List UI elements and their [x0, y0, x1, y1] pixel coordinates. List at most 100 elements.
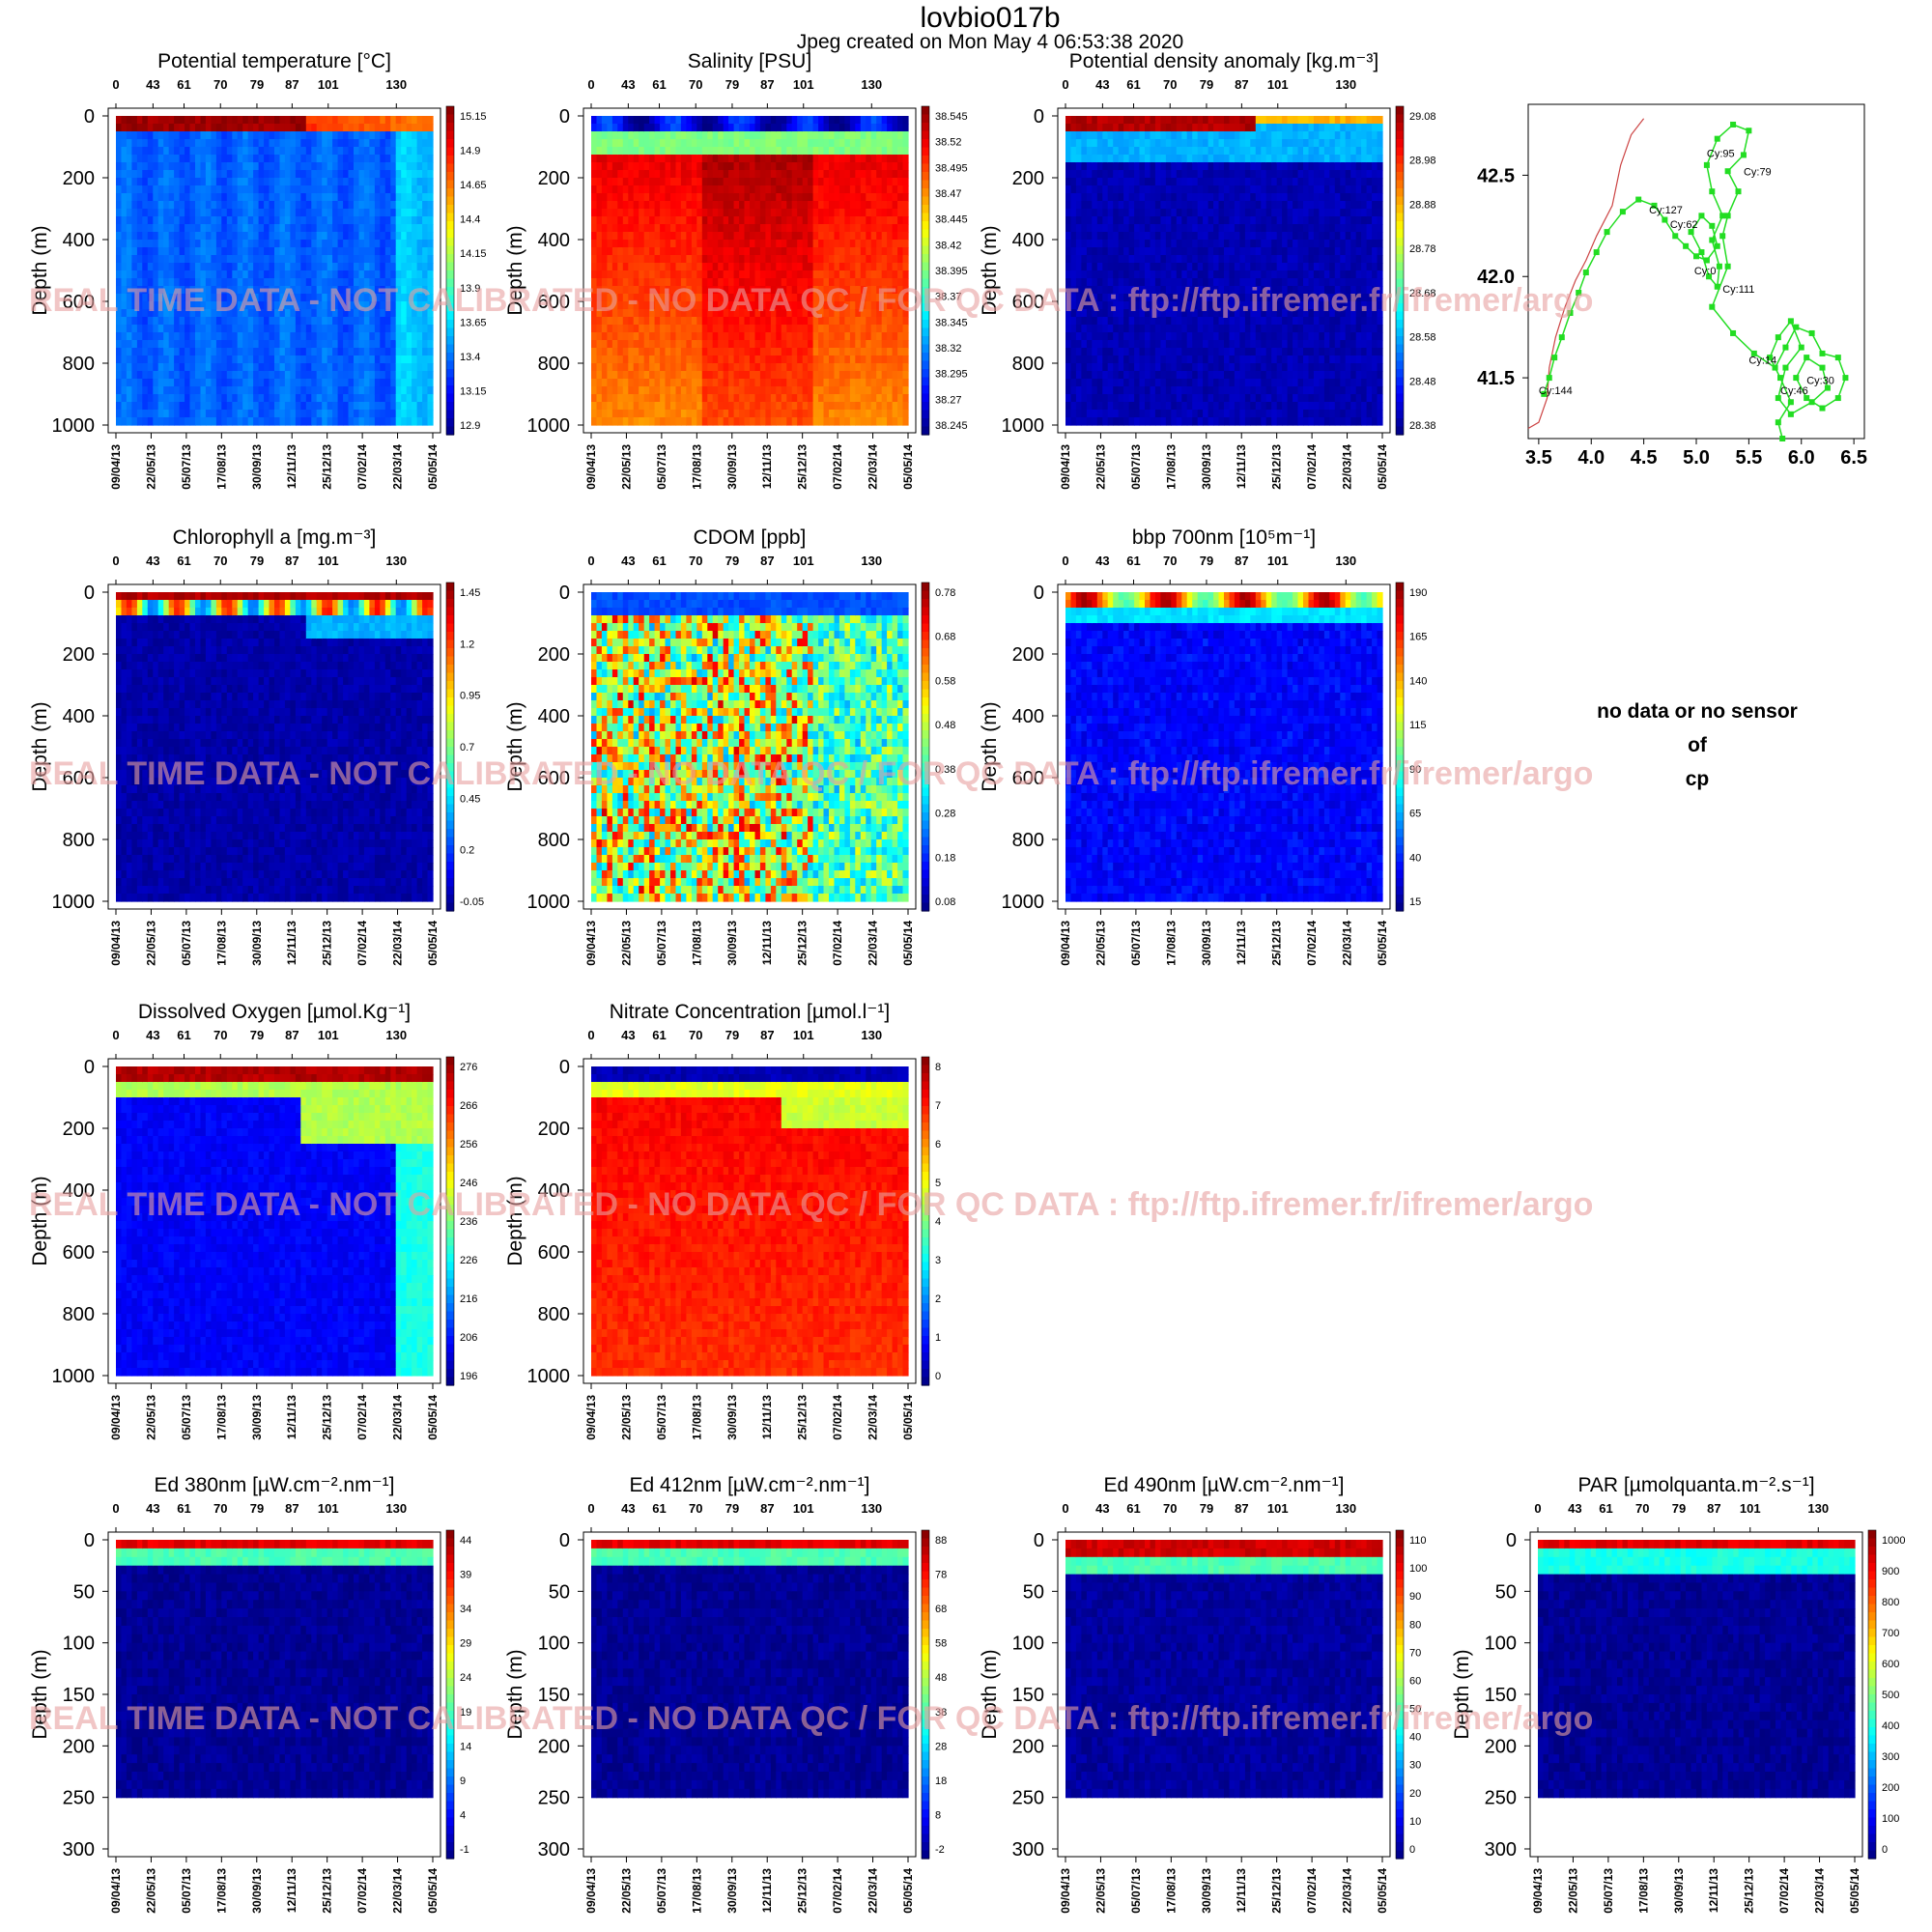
heatmap-cell	[897, 309, 904, 318]
heatmap-cell	[591, 147, 598, 156]
heatmap-cell	[153, 278, 159, 287]
heatmap-cell	[174, 155, 181, 163]
heatmap-cell	[354, 247, 360, 256]
heatmap-cell	[617, 355, 624, 364]
heatmap-cell	[654, 162, 661, 171]
heatmap-cell	[633, 116, 639, 125]
heatmap-cell	[343, 270, 350, 279]
heatmap-cell	[390, 216, 397, 225]
heatmap-cell	[147, 155, 154, 163]
heatmap-cell	[812, 116, 819, 125]
heatmap-cell	[174, 232, 181, 241]
heatmap-cell	[237, 348, 243, 356]
heatmap-cell	[786, 301, 793, 310]
heatmap-cell	[808, 201, 814, 210]
heatmap-cell	[601, 247, 608, 256]
heatmap-cell	[395, 131, 402, 140]
heatmap-cell	[596, 355, 603, 364]
heatmap-cell	[131, 255, 138, 264]
heatmap-cell	[770, 301, 777, 310]
heatmap-cell	[215, 317, 222, 326]
heatmap-cell	[422, 216, 429, 225]
heatmap-cell	[258, 355, 265, 364]
heatmap-cell	[416, 116, 423, 125]
heatmap-cell	[343, 185, 350, 194]
heatmap-cell	[358, 325, 365, 333]
heatmap-cell	[633, 348, 639, 356]
heatmap-cell	[179, 379, 185, 387]
heatmap-cell	[295, 255, 301, 264]
heatmap-cell	[247, 386, 254, 395]
heatmap-cell	[654, 278, 661, 287]
heatmap-cell	[274, 410, 281, 418]
heatmap-cell	[881, 155, 888, 163]
heatmap-cell	[185, 270, 191, 279]
heatmap-cell	[300, 255, 307, 264]
heatmap-cell	[153, 394, 159, 403]
heatmap-cell	[147, 301, 154, 310]
heatmap-cell	[354, 232, 360, 241]
heatmap-cell	[242, 332, 249, 341]
heatmap-cell	[258, 147, 265, 156]
heatmap-cell	[876, 131, 883, 140]
heatmap-cell	[680, 309, 687, 318]
heatmap-cell	[797, 379, 804, 387]
heatmap-cell	[649, 417, 656, 426]
heatmap-cell	[633, 170, 639, 179]
heatmap-cell	[680, 247, 687, 256]
heatmap-cell	[643, 201, 650, 210]
heatmap-cell	[680, 139, 687, 148]
heatmap-cell	[427, 301, 434, 310]
heatmap-cell	[343, 201, 350, 210]
colorbar-segment	[446, 254, 454, 264]
heatmap-cell	[195, 379, 202, 387]
heatmap-cell	[844, 340, 851, 349]
heatmap-cell	[343, 224, 350, 233]
heatmap-cell	[163, 162, 170, 171]
heatmap-cell	[337, 162, 344, 171]
heatmap-cell	[179, 147, 185, 156]
heatmap-cell	[876, 386, 883, 395]
heatmap-cell	[897, 402, 904, 411]
heatmap-cell	[174, 294, 181, 302]
heatmap-cell	[279, 379, 286, 387]
heatmap-cell	[887, 170, 894, 179]
heatmap-cell	[781, 209, 787, 217]
heatmap-cell	[808, 209, 814, 217]
heatmap-cell	[665, 325, 671, 333]
heatmap-cell	[870, 170, 877, 179]
heatmap-cell	[670, 332, 677, 341]
heatmap-cell	[322, 178, 328, 186]
heatmap-cell	[797, 301, 804, 310]
heatmap-cell	[147, 240, 154, 248]
heatmap-cell	[728, 224, 735, 233]
heatmap-cell	[131, 340, 138, 349]
heatmap-cell	[179, 247, 185, 256]
heatmap-cell	[322, 317, 328, 326]
heatmap-cell	[343, 209, 350, 217]
heatmap-cell	[887, 348, 894, 356]
heatmap-cell	[348, 348, 355, 356]
heatmap-cell	[363, 116, 370, 125]
heatmap-cell	[622, 247, 629, 256]
heatmap-cell	[343, 379, 350, 387]
heatmap-cell	[237, 340, 243, 349]
heatmap-cell	[185, 147, 191, 156]
heatmap-cell	[185, 402, 191, 411]
heatmap-cell	[639, 332, 645, 341]
heatmap-cell	[369, 386, 376, 395]
heatmap-cell	[728, 185, 735, 194]
plot-frame	[107, 107, 441, 434]
heatmap-cell	[691, 139, 697, 148]
heatmap-cell	[892, 386, 898, 395]
heatmap-cell	[200, 263, 207, 271]
heatmap-cell	[750, 332, 756, 341]
colorbar-segment	[446, 221, 454, 231]
heatmap-cell	[269, 379, 275, 387]
heatmap-cell	[607, 317, 613, 326]
heatmap-cell	[174, 209, 181, 217]
heatmap-cell	[237, 124, 243, 132]
heatmap-cell	[332, 131, 339, 140]
heatmap-cell	[258, 332, 265, 341]
heatmap-cell	[189, 417, 196, 426]
